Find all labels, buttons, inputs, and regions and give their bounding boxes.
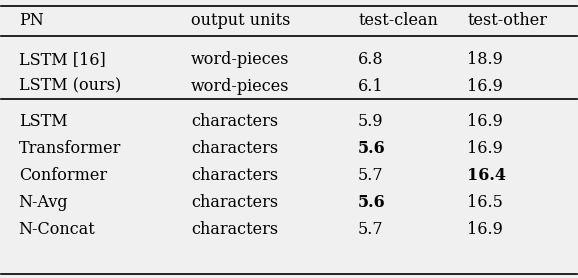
Text: Transformer: Transformer bbox=[18, 140, 121, 157]
Text: 16.5: 16.5 bbox=[468, 194, 503, 211]
Text: 5.9: 5.9 bbox=[358, 113, 384, 130]
Text: 16.9: 16.9 bbox=[468, 113, 503, 130]
Text: PN: PN bbox=[18, 12, 43, 29]
Text: 5.6: 5.6 bbox=[358, 194, 386, 211]
Text: 5.7: 5.7 bbox=[358, 221, 384, 238]
Text: 16.4: 16.4 bbox=[468, 167, 506, 184]
Text: test-clean: test-clean bbox=[358, 12, 438, 29]
Text: N-Avg: N-Avg bbox=[18, 194, 68, 211]
Text: 16.9: 16.9 bbox=[468, 78, 503, 95]
Text: characters: characters bbox=[191, 221, 279, 238]
Text: 5.6: 5.6 bbox=[358, 140, 386, 157]
Text: characters: characters bbox=[191, 140, 279, 157]
Text: 5.7: 5.7 bbox=[358, 167, 384, 184]
Text: 6.1: 6.1 bbox=[358, 78, 384, 95]
Text: characters: characters bbox=[191, 194, 279, 211]
Text: 18.9: 18.9 bbox=[468, 51, 503, 68]
Text: characters: characters bbox=[191, 113, 279, 130]
Text: word-pieces: word-pieces bbox=[191, 51, 290, 68]
Text: LSTM (ours): LSTM (ours) bbox=[18, 78, 121, 95]
Text: 6.8: 6.8 bbox=[358, 51, 384, 68]
Text: N-Concat: N-Concat bbox=[18, 221, 95, 238]
Text: LSTM: LSTM bbox=[18, 113, 67, 130]
Text: LSTM [16]: LSTM [16] bbox=[18, 51, 105, 68]
Text: characters: characters bbox=[191, 167, 279, 184]
Text: Conformer: Conformer bbox=[18, 167, 107, 184]
Text: output units: output units bbox=[191, 12, 291, 29]
Text: 16.9: 16.9 bbox=[468, 140, 503, 157]
Text: 16.9: 16.9 bbox=[468, 221, 503, 238]
Text: test-other: test-other bbox=[468, 12, 547, 29]
Text: word-pieces: word-pieces bbox=[191, 78, 290, 95]
